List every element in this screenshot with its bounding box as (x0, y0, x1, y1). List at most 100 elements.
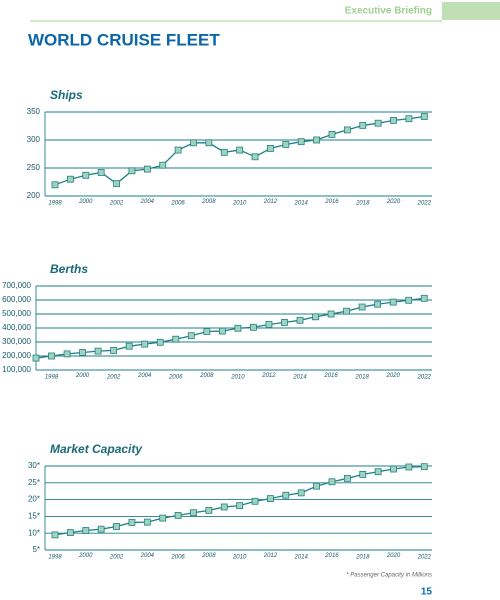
page-number: 15 (421, 587, 433, 598)
x-tick-label: 2012 (261, 373, 276, 379)
data-point (328, 478, 336, 486)
data-point (97, 525, 105, 533)
data-point (159, 161, 167, 169)
y-tick-label: 300,000 (2, 337, 31, 346)
data-line (54, 466, 425, 536)
data-point (359, 122, 367, 129)
data-point (128, 519, 136, 526)
data-point (313, 136, 320, 144)
data-point (282, 491, 290, 499)
chart-title: Market Capacity (50, 442, 143, 456)
data-point (405, 463, 413, 471)
data-point (190, 139, 197, 147)
data-point (66, 175, 74, 183)
data-point (218, 327, 226, 335)
x-tick-label: 2010 (232, 555, 247, 561)
data-point (327, 310, 335, 318)
data-point (390, 117, 397, 124)
x-tick-label: 2010 (230, 375, 245, 381)
data-point (110, 346, 118, 354)
x-tick-label: 2022 (417, 555, 432, 561)
y-tick-label: 200 (27, 191, 41, 200)
data-point (343, 307, 350, 315)
data-point (343, 126, 351, 134)
x-tick-label: 2004 (140, 553, 155, 559)
y-tick-label: 100,000 (2, 365, 31, 374)
data-point (48, 352, 55, 360)
x-tick-label: 2008 (201, 553, 216, 559)
x-tick-label: 2000 (78, 199, 93, 205)
data-point (358, 303, 366, 311)
data-point (172, 335, 180, 343)
x-tick-label: 1998 (48, 555, 62, 561)
x-tick-label: 2006 (170, 555, 185, 561)
x-tick-label: 2014 (294, 555, 309, 561)
x-tick-label: 2022 (417, 375, 432, 381)
x-tick-label: 2016 (324, 199, 339, 205)
data-point (141, 340, 149, 348)
x-tick-label: 2014 (292, 375, 307, 381)
data-point (79, 349, 86, 356)
data-point (236, 146, 244, 154)
data-point (159, 514, 167, 522)
x-tick-label: 2014 (294, 201, 309, 207)
x-tick-label: 2004 (137, 373, 152, 379)
x-tick-label: 2010 (232, 201, 247, 207)
x-tick-label: 2008 (201, 199, 216, 205)
data-point (234, 324, 242, 332)
x-tick-label: 1998 (48, 201, 62, 207)
x-tick-label: 2016 (324, 553, 339, 559)
data-point (51, 181, 59, 189)
data-point (82, 171, 90, 179)
data-point (420, 463, 428, 471)
data-point (282, 141, 290, 148)
data-point (297, 489, 305, 497)
y-tick-label: 600,000 (2, 295, 31, 304)
x-tick-label: 2020 (386, 199, 401, 205)
data-point (203, 328, 211, 335)
data-point (312, 313, 319, 321)
data-point (313, 482, 320, 490)
x-tick-label: 2020 (386, 553, 401, 559)
y-tick-label: 10* (28, 528, 40, 537)
data-point (32, 354, 40, 362)
data-point (128, 167, 136, 175)
x-tick-label: 2006 (170, 201, 185, 207)
y-tick-label: 300 (27, 135, 41, 144)
x-tick-label: 2002 (109, 555, 124, 561)
x-tick-label: 2002 (106, 375, 121, 381)
chart-title: Berths (50, 262, 88, 276)
data-point (97, 169, 105, 176)
footnote: * Passenger Capacity in Millions (346, 573, 432, 579)
data-point (143, 518, 151, 526)
data-point (390, 465, 397, 473)
data-point (94, 347, 102, 355)
data-point (267, 144, 274, 152)
data-point (405, 296, 413, 304)
page-title: WORLD CRUISE FLEET (28, 30, 220, 49)
section-title: Executive Briefing (345, 6, 432, 17)
data-point (82, 527, 90, 534)
data-point (374, 468, 382, 476)
data-point (328, 130, 336, 138)
x-tick-label: 2008 (199, 373, 214, 379)
y-tick-label: 700,000 (2, 281, 31, 290)
data-point (187, 332, 195, 340)
data-point (297, 138, 305, 146)
data-point (220, 148, 228, 156)
data-point (343, 475, 351, 482)
x-tick-label: 2006 (168, 375, 183, 381)
data-point (420, 294, 428, 302)
data-point (66, 529, 74, 536)
y-tick-label: 30* (28, 461, 40, 470)
data-point (174, 146, 182, 154)
header-tab (442, 2, 500, 20)
x-tick-label: 2000 (75, 373, 90, 379)
data-point (113, 523, 120, 530)
x-tick-label: 2018 (355, 201, 370, 207)
y-tick-label: 250 (27, 163, 41, 172)
y-tick-label: 15* (28, 512, 40, 521)
data-point (420, 113, 428, 120)
y-tick-label: 200,000 (2, 351, 31, 360)
